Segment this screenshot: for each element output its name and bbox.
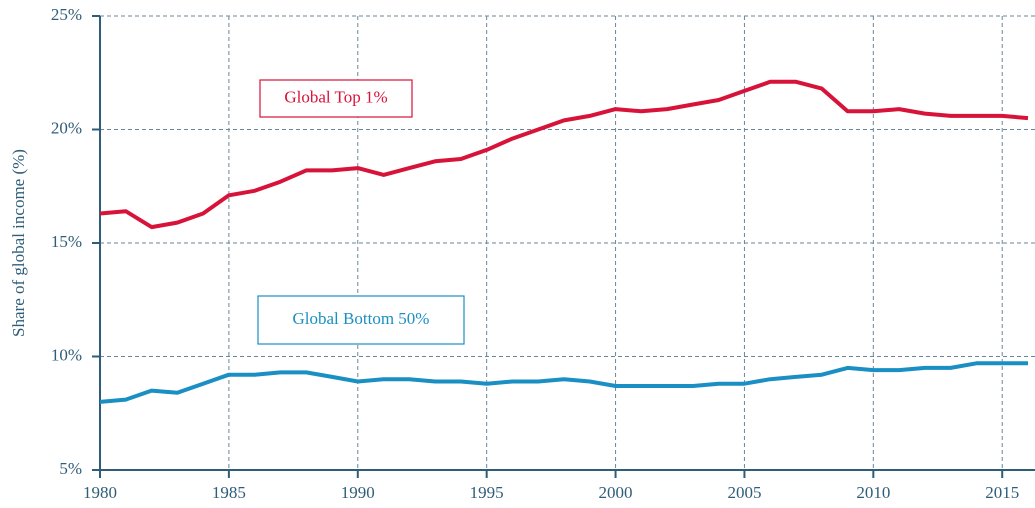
legend-label: Global Top 1% [284, 87, 387, 106]
x-tick-label: 2010 [856, 483, 890, 502]
y-tick-label: 10% [51, 345, 82, 364]
y-axis-label: Share of global income (%) [9, 149, 28, 337]
y-tick-label: 20% [51, 118, 82, 137]
x-tick-label: 1990 [341, 483, 375, 502]
x-tick-label: 1985 [212, 483, 246, 502]
x-tick-label: 1980 [83, 483, 117, 502]
x-tick-label: 2005 [727, 483, 761, 502]
x-tick-label: 2015 [985, 483, 1019, 502]
legend-box [257, 295, 465, 345]
series-line [99, 361, 1028, 404]
y-tick-label: 15% [51, 232, 82, 251]
x-tick-label: 2000 [599, 483, 633, 502]
x-tick-label: 1995 [470, 483, 504, 502]
series-line [99, 79, 1029, 230]
legend-label: Global Bottom 50% [293, 309, 430, 328]
y-tick-label: 25% [51, 5, 82, 24]
y-tick-label: 5% [59, 459, 82, 478]
legend-box [259, 79, 413, 118]
